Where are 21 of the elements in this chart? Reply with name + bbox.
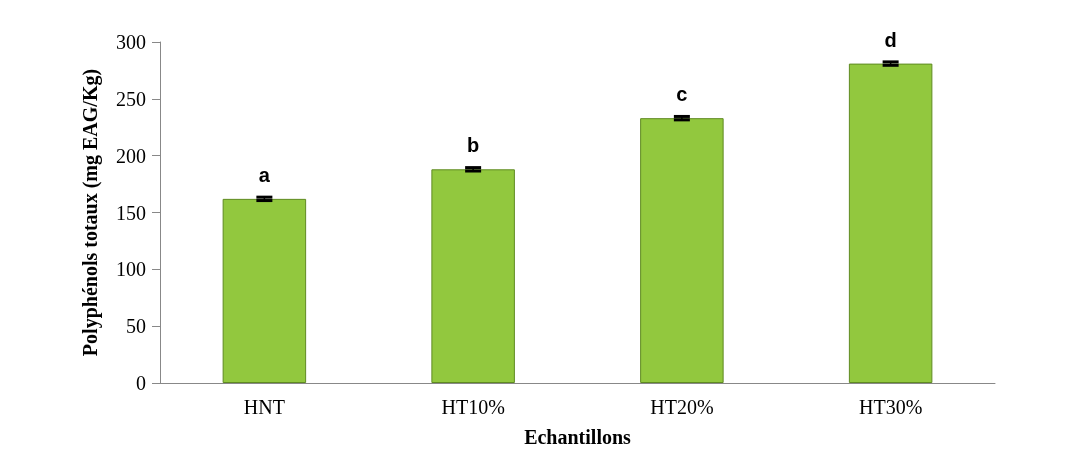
y-tick-label: 150 xyxy=(116,201,146,224)
y-tick-label: 200 xyxy=(116,144,146,167)
annotation: a xyxy=(258,163,271,186)
annotation: b xyxy=(467,134,480,157)
bar xyxy=(848,63,933,383)
y-tick-label: 250 xyxy=(116,87,146,110)
annotation: c xyxy=(676,83,688,106)
x-axis-title: Echantillons xyxy=(524,426,632,448)
bar xyxy=(640,118,724,383)
annotation: d xyxy=(884,28,897,51)
y-tick-label: 300 xyxy=(116,31,146,53)
x-tick-label: HT20% xyxy=(650,396,714,418)
y-tick-label: 100 xyxy=(116,258,146,281)
y-tick-label: 0 xyxy=(136,372,146,394)
x-tick-label: HNT xyxy=(243,396,285,418)
x-tick-label: HT30% xyxy=(858,396,923,418)
bar xyxy=(431,169,515,383)
y-axis-title: Polyphénols totaux (mg EAG/Kg) xyxy=(79,68,102,357)
x-tick-label: HT10% xyxy=(441,396,505,418)
y-tick-label: 50 xyxy=(126,315,146,338)
bar xyxy=(222,198,307,383)
